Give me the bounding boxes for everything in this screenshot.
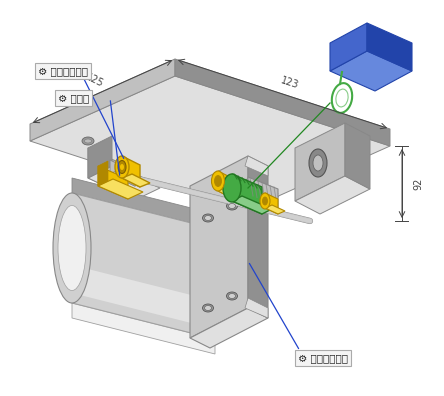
- Polygon shape: [232, 196, 272, 214]
- Text: ⚙ 止推滚针轴承: ⚙ 止推滚针轴承: [298, 353, 348, 363]
- Ellipse shape: [229, 204, 235, 209]
- Polygon shape: [88, 166, 160, 200]
- Polygon shape: [245, 298, 268, 318]
- Ellipse shape: [226, 292, 238, 300]
- Polygon shape: [265, 193, 278, 214]
- Polygon shape: [72, 303, 215, 354]
- Polygon shape: [175, 59, 390, 146]
- Polygon shape: [122, 156, 140, 187]
- Ellipse shape: [118, 160, 126, 173]
- Ellipse shape: [82, 137, 94, 145]
- Ellipse shape: [313, 155, 323, 171]
- Text: 92: 92: [413, 178, 423, 190]
- Ellipse shape: [202, 214, 214, 222]
- Polygon shape: [190, 156, 248, 338]
- Polygon shape: [72, 265, 215, 329]
- Polygon shape: [110, 160, 135, 186]
- Text: ⚙ 轴承防松螺帽: ⚙ 轴承防松螺帽: [38, 66, 88, 76]
- Polygon shape: [190, 308, 268, 348]
- Ellipse shape: [84, 139, 91, 143]
- Polygon shape: [265, 205, 285, 214]
- Polygon shape: [122, 174, 150, 187]
- Polygon shape: [98, 179, 143, 199]
- Polygon shape: [72, 193, 215, 339]
- Polygon shape: [330, 51, 412, 91]
- Polygon shape: [232, 174, 262, 214]
- Polygon shape: [248, 156, 268, 318]
- Ellipse shape: [205, 215, 211, 221]
- Polygon shape: [30, 76, 390, 211]
- Ellipse shape: [226, 202, 238, 210]
- Polygon shape: [345, 123, 370, 189]
- Polygon shape: [110, 168, 148, 186]
- Ellipse shape: [120, 164, 124, 170]
- Polygon shape: [218, 171, 232, 198]
- Ellipse shape: [211, 171, 225, 191]
- Ellipse shape: [229, 293, 235, 299]
- Ellipse shape: [205, 305, 211, 310]
- Text: 123: 123: [280, 75, 300, 91]
- Polygon shape: [88, 136, 112, 178]
- Ellipse shape: [115, 156, 129, 178]
- Ellipse shape: [309, 149, 327, 177]
- Text: ⚙ 加强筋: ⚙ 加强筋: [58, 93, 89, 103]
- Polygon shape: [295, 123, 345, 201]
- Text: 125: 125: [84, 72, 106, 89]
- Polygon shape: [88, 148, 135, 200]
- Ellipse shape: [223, 174, 241, 202]
- Ellipse shape: [214, 175, 222, 187]
- Polygon shape: [98, 166, 128, 199]
- Ellipse shape: [262, 197, 267, 205]
- Polygon shape: [330, 23, 367, 71]
- Polygon shape: [218, 187, 240, 198]
- Ellipse shape: [260, 193, 270, 209]
- Ellipse shape: [58, 206, 86, 291]
- Polygon shape: [367, 23, 412, 71]
- Polygon shape: [72, 178, 215, 229]
- Polygon shape: [30, 59, 175, 141]
- Polygon shape: [295, 176, 370, 214]
- Polygon shape: [98, 161, 108, 186]
- Polygon shape: [245, 156, 268, 176]
- Polygon shape: [248, 177, 278, 208]
- Ellipse shape: [202, 304, 214, 312]
- Ellipse shape: [53, 193, 91, 303]
